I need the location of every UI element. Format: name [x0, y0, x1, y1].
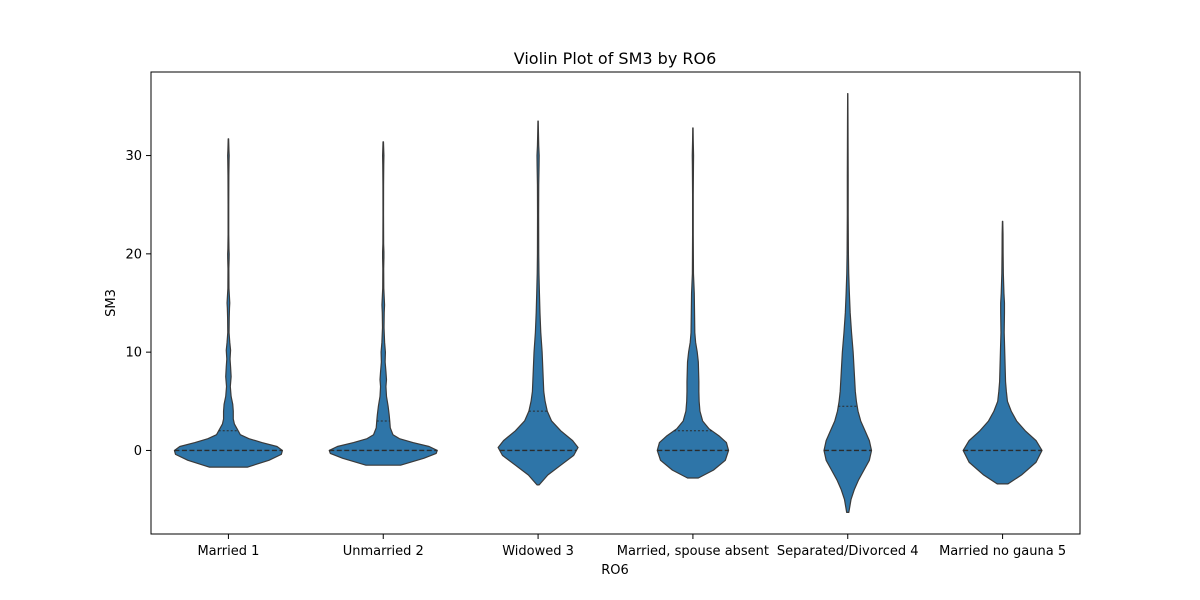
y-tick-label: 30 — [125, 149, 142, 164]
violin-4 — [656, 127, 730, 479]
y-axis-label: SM3 — [104, 289, 119, 317]
violin-body — [497, 120, 579, 486]
x-axis-label: RO6 — [601, 563, 629, 578]
violin-1 — [173, 138, 284, 468]
x-tick-label: Married no gauna 5 — [939, 544, 1066, 559]
violin-5 — [823, 93, 873, 513]
violin-body — [173, 138, 284, 468]
violin-body — [823, 93, 873, 513]
violin-body — [962, 220, 1043, 485]
y-tick-label: 0 — [134, 444, 142, 459]
x-tick-label: Unmarried 2 — [343, 544, 424, 559]
x-tick-label: Married 1 — [197, 544, 259, 559]
x-tick-label: Separated/Divorced 4 — [777, 544, 919, 559]
violin-2 — [328, 141, 438, 466]
chart-title: Violin Plot of SM3 by RO6 — [514, 49, 717, 68]
violin-body — [656, 127, 730, 479]
y-axis: 0 10 20 30 — [125, 149, 151, 459]
violin-6 — [962, 220, 1043, 485]
violin-3 — [497, 120, 579, 486]
violin-body — [328, 141, 438, 466]
x-tick-label: Married, spouse absent — [617, 544, 769, 559]
y-tick-label: 20 — [125, 247, 142, 262]
violins-group — [173, 93, 1043, 513]
x-tick-label: Widowed 3 — [502, 544, 574, 559]
x-axis: Married 1 Unmarried 2 Widowed 3 Married, sp… — [197, 534, 1066, 559]
y-tick-label: 10 — [125, 346, 142, 361]
plot-area — [151, 72, 1080, 534]
plot-frame — [150, 71, 1081, 535]
